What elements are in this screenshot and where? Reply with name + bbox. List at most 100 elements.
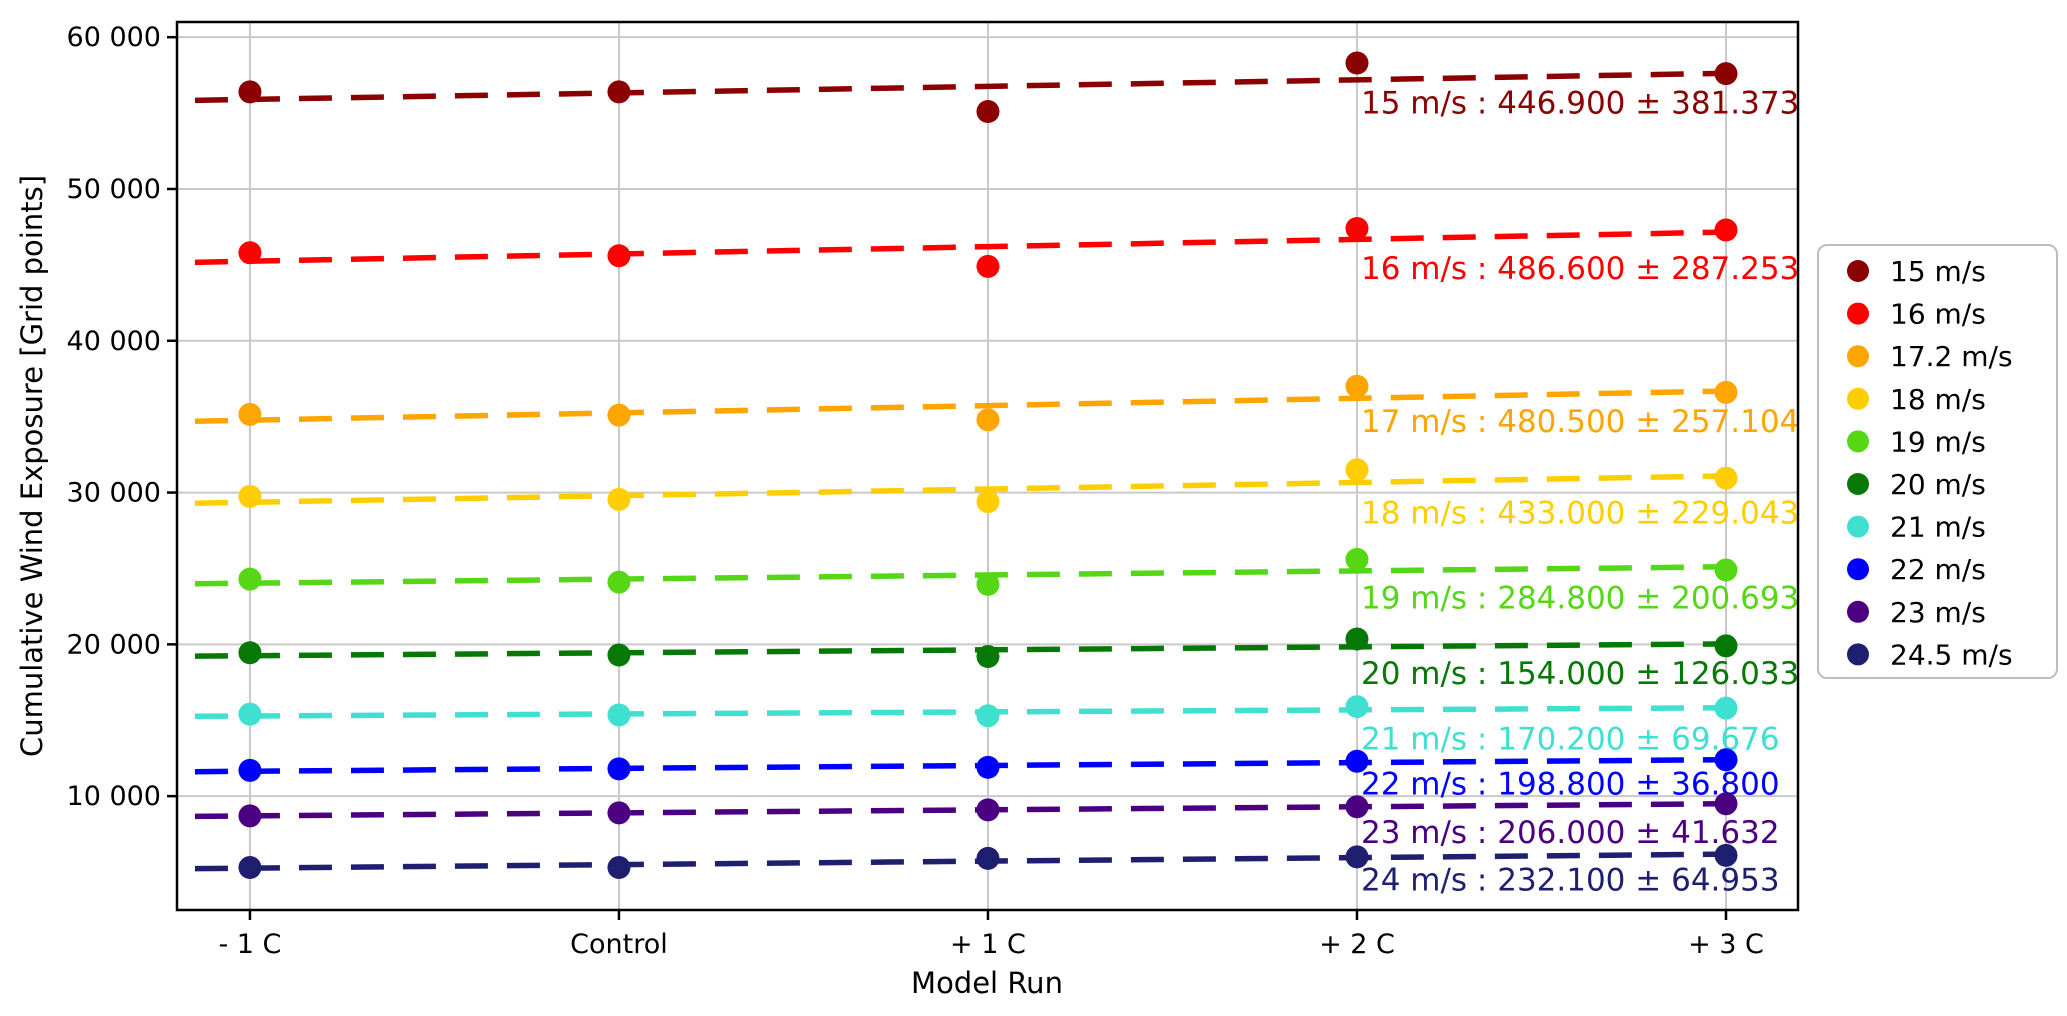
- legend-item-label: 24.5 m/s: [1890, 638, 2013, 671]
- trend-line: [194, 388, 1727, 424]
- scatter-point: [1345, 547, 1369, 571]
- series-17-2-m-s: 17 m/s : 480.500 ± 257.104: [194, 374, 1799, 440]
- legend-box: [1817, 244, 2058, 679]
- legend-item: 19 m/s: [1847, 425, 1986, 458]
- legend-item: 23 m/s: [1847, 596, 1986, 629]
- legend-item: 20 m/s: [1847, 468, 1986, 501]
- scatter-point: [1714, 558, 1738, 582]
- scatter-point: [1345, 51, 1369, 75]
- legend-item: 15 m/s: [1847, 255, 1986, 288]
- legend-marker-icon: [1847, 302, 1869, 325]
- scatter-point: [607, 487, 631, 511]
- scatter-point: [607, 80, 631, 104]
- x-tick-label: + 2 C: [1319, 929, 1395, 960]
- scatter-point: [607, 643, 631, 667]
- scatter-point: [1714, 380, 1738, 404]
- scatter-point: [976, 254, 1000, 278]
- legend-item-label: 17.2 m/s: [1890, 340, 2013, 373]
- legend-marker-icon: [1847, 473, 1869, 495]
- series-21-m-s: 21 m/s : 170.200 ± 69.676: [194, 695, 1780, 757]
- legend-item: 16 m/s: [1847, 298, 1986, 331]
- trend-line: [194, 800, 1727, 820]
- series-annotation: 22 m/s : 198.800 ± 36.800: [1361, 766, 1780, 802]
- scatter-point: [1714, 696, 1738, 720]
- x-tick-label: + 1 C: [950, 929, 1026, 960]
- scatter-point: [976, 798, 1000, 822]
- series-annotation: 16 m/s : 486.600 ± 287.253: [1361, 251, 1799, 287]
- y-tick-label: 50 000: [67, 174, 161, 205]
- series-annotation: 20 m/s : 154.000 ± 126.033: [1361, 656, 1799, 692]
- scatter-point: [1345, 845, 1369, 869]
- trend-line: [194, 705, 1727, 720]
- series-24-5-m-s: 24 m/s : 232.100 ± 64.953: [194, 843, 1780, 899]
- scatter-point: [607, 403, 631, 427]
- scatter-point: [976, 100, 1000, 124]
- scatter-point: [238, 241, 262, 265]
- scatter-point: [238, 567, 262, 591]
- legend-item-label: 16 m/s: [1890, 298, 1986, 331]
- trend-line: [194, 70, 1727, 104]
- y-tick-label: 40 000: [67, 326, 161, 357]
- series-annotation: 17 m/s : 480.500 ± 257.104: [1361, 404, 1799, 440]
- legend-marker-icon: [1847, 643, 1869, 666]
- legend-marker-icon: [1847, 260, 1869, 282]
- legend-item-label: 15 m/s: [1890, 255, 1986, 288]
- series-23-m-s: 23 m/s : 206.000 ± 41.632: [194, 792, 1780, 851]
- x-tick-label: - 1 C: [218, 929, 281, 960]
- ticks: [167, 35, 1728, 920]
- scatter-point: [1345, 627, 1369, 651]
- legend-item-label: 18 m/s: [1890, 383, 1986, 416]
- scatter-point: [238, 855, 262, 879]
- trend-line: [194, 641, 1727, 659]
- series-annotation: 21 m/s : 170.200 ± 69.676: [1361, 721, 1780, 757]
- scatter-point: [1714, 218, 1738, 242]
- series-annotation: 24 m/s : 232.100 ± 64.953: [1361, 863, 1780, 899]
- scatter-point: [1714, 748, 1738, 772]
- legend-item: 18 m/s: [1847, 383, 1986, 416]
- legend-item: 17.2 m/s: [1847, 340, 2013, 373]
- scatter-point: [976, 704, 1000, 728]
- scatter-point: [238, 402, 262, 426]
- legend-marker-icon: [1847, 430, 1869, 453]
- scatter-point: [1714, 62, 1738, 86]
- scatter-point: [1714, 843, 1738, 867]
- scatter-point: [1345, 795, 1369, 819]
- series-annotation: 15 m/s : 446.900 ± 381.373: [1361, 85, 1799, 121]
- legend-marker-icon: [1847, 600, 1869, 623]
- legend-item-label: 19 m/s: [1890, 425, 1986, 458]
- trend-line: [194, 473, 1727, 507]
- legend-item: 24.5 m/s: [1847, 638, 2013, 671]
- scatter-point: [607, 244, 631, 268]
- series-annotation: 19 m/s : 284.800 ± 200.693: [1361, 580, 1799, 616]
- scatter-point: [238, 80, 262, 104]
- scatter-point: [1345, 749, 1369, 773]
- series-annotation: 23 m/s : 206.000 ± 41.632: [1361, 815, 1780, 851]
- series-16-m-s: 16 m/s : 486.600 ± 287.253: [194, 216, 1799, 287]
- scatter-point: [607, 801, 631, 825]
- scatter-point: [238, 641, 262, 665]
- scatter-point: [1714, 466, 1738, 490]
- scatter-point: [976, 846, 1000, 870]
- legend-marker-icon: [1847, 387, 1869, 410]
- scatter-point: [1345, 695, 1369, 719]
- legend-item: 22 m/s: [1847, 553, 1986, 586]
- legend-marker-icon: [1847, 558, 1869, 581]
- scatter-point: [238, 758, 262, 782]
- scatter-point: [1714, 634, 1738, 658]
- legend-marker-icon: [1847, 345, 1869, 368]
- scatter-point: [976, 572, 1000, 596]
- scatter-point: [976, 490, 1000, 514]
- series-15-m-s: 15 m/s : 446.900 ± 381.373: [194, 51, 1799, 124]
- x-axis-label: Model Run: [911, 966, 1063, 1000]
- trend-line: [194, 756, 1727, 775]
- scatter-point: [976, 408, 1000, 432]
- legend-item: 21 m/s: [1847, 511, 1986, 544]
- scatter-point: [607, 855, 631, 879]
- y-tick-label: 30 000: [67, 478, 161, 509]
- series-18-m-s: 18 m/s : 433.000 ± 229.043: [194, 458, 1799, 531]
- scatter-point: [1345, 216, 1369, 240]
- y-tick-label: 60 000: [67, 22, 161, 53]
- x-tick-label: Control: [570, 929, 668, 960]
- legend-marker-icon: [1847, 515, 1869, 538]
